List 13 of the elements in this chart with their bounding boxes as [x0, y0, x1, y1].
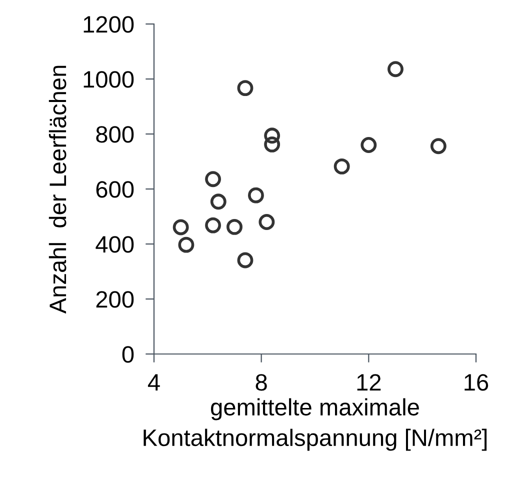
y-tick-label: 600 — [96, 181, 134, 198]
x-axis-title: gemittelte maximale Kontaktnormalspannung [N/mm²] — [144, 398, 487, 451]
y-tick-label: 0 — [122, 346, 134, 363]
y-axis-title: Anzahl der Leerflächen — [48, 66, 66, 314]
y-tick-label: 200 — [96, 291, 134, 308]
x-tick-label: 8 — [256, 374, 267, 391]
x-tick-label: 16 — [464, 374, 488, 391]
x-tick-label: 4 — [148, 374, 160, 391]
y-tick-label: 800 — [96, 126, 134, 143]
y-tick-label: 400 — [96, 236, 134, 253]
y-tick-label: 1000 — [84, 71, 134, 88]
y-tick-label: 1200 — [84, 16, 134, 33]
x-tick-label: 12 — [357, 374, 381, 391]
